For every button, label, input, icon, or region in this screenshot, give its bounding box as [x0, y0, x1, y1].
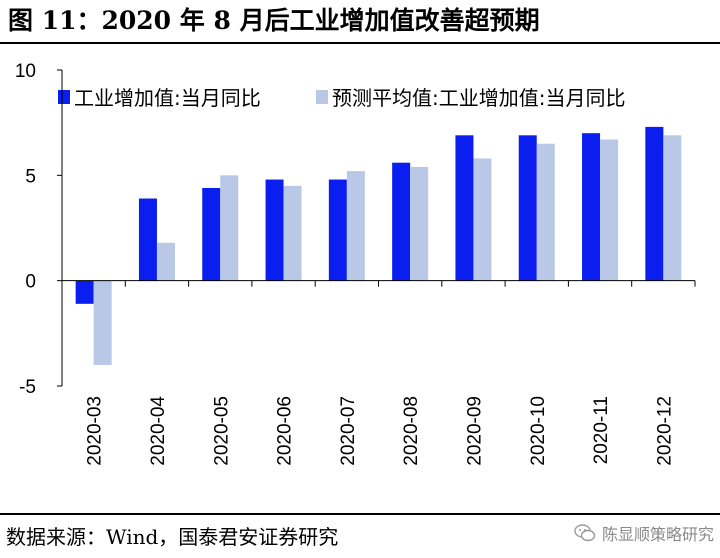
bar-2020-10-series-2: [536, 143, 555, 281]
bar-2020-05-series-1: [202, 187, 221, 281]
bar-2020-07-series-2: [346, 171, 365, 281]
bar-2020-12-series-2: [663, 135, 682, 281]
footer-divider: [0, 513, 720, 515]
legend-swatch-series-1: [58, 90, 70, 104]
legend-label-series-1: 工业增加值:当月同比: [74, 86, 261, 110]
bar-2020-03-series-2: [93, 280, 112, 365]
source-note: 数据来源：Wind，国泰君安证券研究: [6, 525, 339, 549]
x-tick-label: 2020-03: [85, 396, 106, 466]
wechat-icon: [574, 524, 596, 542]
bar-2020-11-series-2: [600, 139, 619, 281]
y-tick-label: 0: [25, 272, 36, 293]
bar-2020-04-series-1: [138, 198, 157, 281]
chart-legend: 工业增加值:当月同比 预测平均值:工业增加值:当月同比: [58, 86, 625, 110]
watermark-text: 陈显顺策略研究: [601, 525, 714, 544]
bar-2020-09-series-2: [473, 158, 492, 281]
x-tick-label: 2020-07: [338, 396, 359, 466]
bar-chart: 工业增加值:当月同比 预测平均值:工业增加值:当月同比 10 5 0 -5 2020-0…: [15, 61, 696, 466]
legend-swatch-series-2: [316, 90, 328, 104]
bar-2020-08-series-2: [410, 166, 429, 281]
title-divider: [0, 42, 720, 44]
x-tick-label: 2020-04: [148, 396, 169, 466]
chart-title: 图 11：2020 年 8 月后工业增加值改善超预期: [8, 6, 540, 35]
x-tick-label: 2020-08: [401, 396, 422, 466]
y-tick-label: 10: [15, 61, 36, 82]
bar-2020-11-series-1: [582, 133, 601, 281]
y-tick-label: -5: [19, 377, 36, 398]
bar-2020-05-series-2: [220, 175, 239, 281]
bar-2020-04-series-2: [156, 242, 175, 281]
legend-label-series-2: 预测平均值:工业增加值:当月同比: [332, 86, 625, 110]
bar-2020-06-series-2: [283, 185, 302, 281]
watermark: 陈显顺策略研究: [574, 520, 714, 546]
x-tick-label: 2020-05: [211, 396, 232, 466]
x-tick-label: 2020-12: [654, 396, 675, 466]
bar-2020-08-series-1: [392, 162, 411, 281]
bar-2020-07-series-1: [328, 179, 347, 281]
bar-2020-03-series-1: [75, 280, 94, 304]
bar-2020-10-series-1: [518, 135, 537, 281]
bar-2020-06-series-1: [265, 179, 284, 281]
bar-2020-09-series-1: [455, 135, 474, 281]
y-tick-label: 5: [25, 166, 36, 187]
bar-2020-12-series-1: [645, 126, 664, 281]
x-tick-label: 2020-06: [275, 396, 296, 466]
x-tick-label: 2020-09: [464, 396, 485, 466]
x-tick-label: 2020-11: [591, 396, 612, 464]
x-tick-label: 2020-10: [528, 396, 549, 466]
